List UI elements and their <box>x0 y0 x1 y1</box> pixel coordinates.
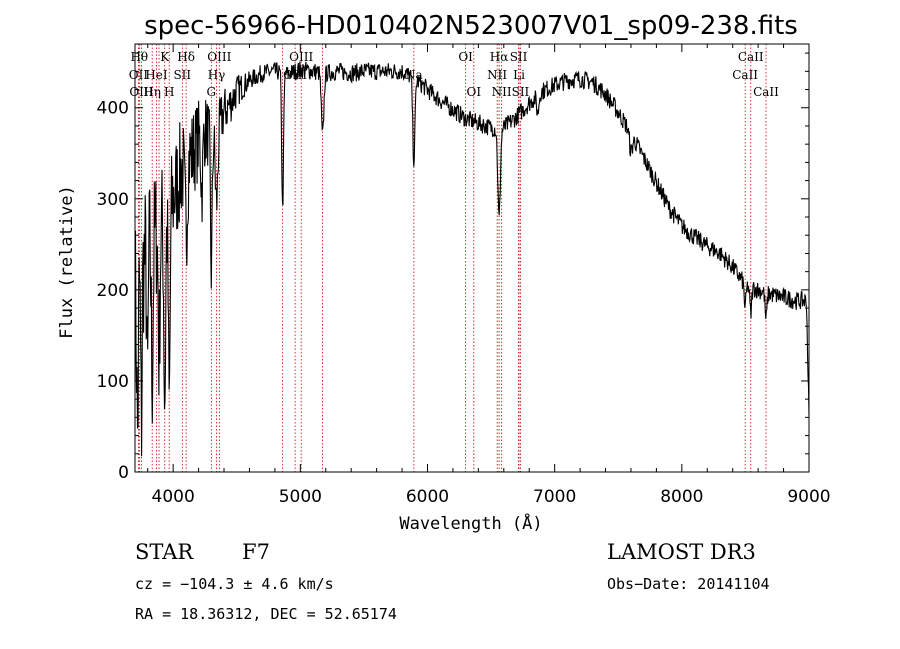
spectral-line-label: NII <box>487 68 507 82</box>
spectral-line-label: HeI <box>145 68 168 82</box>
y-tick-label: 0 <box>118 463 129 483</box>
y-axis-ticks: 0 100 200 300 400 <box>97 52 809 483</box>
x-tick-label: 4000 <box>152 487 195 507</box>
spectral-line-label: K <box>160 50 170 64</box>
spectral-line-label: NII <box>492 85 512 99</box>
y-axis-label: Flux (relative) <box>57 185 77 339</box>
spectrum-line <box>134 61 810 457</box>
coordinates: RA = 18.36312, DEC = 52.65174 <box>135 605 397 623</box>
x-tick-label: 6000 <box>406 487 449 507</box>
spectral-line-label: SII <box>512 85 530 99</box>
spectral-line-label: OII <box>129 68 149 82</box>
spectral-line-label: H <box>164 85 174 99</box>
object-class: STAR <box>135 540 194 564</box>
spectral-line-label: OI <box>458 50 473 64</box>
spectral-line-label: OI <box>466 85 481 99</box>
plot-frame <box>134 43 810 473</box>
redshift-cz: cz = −104.3 ± 4.6 km/s <box>135 575 334 593</box>
spectral-line-label: G <box>207 85 217 99</box>
spectral-line-label: Hγ <box>208 68 226 82</box>
spectral-line-label: Li <box>513 68 525 82</box>
spectral-line-label: OIII <box>289 50 313 64</box>
x-tick-label: 5000 <box>279 487 322 507</box>
x-axis-ticks: 4000 5000 6000 7000 8000 9000 <box>147 44 831 507</box>
spectral-line-label: SII <box>173 68 191 82</box>
spectral-line-label: CaII <box>732 68 758 82</box>
spectral-line-labels: HθOIIOIIIHηHeIKHSIIHδGHγOIIIOIIIOIIINaOI… <box>129 50 779 99</box>
spectral-line-label: CaII <box>753 85 779 99</box>
y-tick-label: 400 <box>97 99 129 119</box>
spectral-line-label: CaII <box>738 50 764 64</box>
y-tick-label: 300 <box>97 190 129 210</box>
y-tick-label: 100 <box>97 372 129 392</box>
chart-title: spec-56966-HD010402N523007V01_sp09-238.f… <box>144 11 798 41</box>
x-tick-label: 9000 <box>787 487 830 507</box>
spectral-line-label: OIII <box>207 50 231 64</box>
observation-date: Obs−Date: 20141104 <box>607 575 770 593</box>
survey-name: LAMOST DR3 <box>607 540 756 564</box>
object-subclass: F7 <box>242 540 270 564</box>
spectral-line-label: Hα <box>490 50 509 64</box>
spectral-line-label: Hη <box>143 85 161 99</box>
x-tick-label: 7000 <box>533 487 576 507</box>
spectral-line-label: Hδ <box>177 50 195 64</box>
spectral-line-label: SII <box>510 50 528 64</box>
x-axis-label: Wavelength (Å) <box>399 512 542 534</box>
spectral-line-label: Hθ <box>130 50 148 64</box>
y-tick-label: 200 <box>97 281 129 301</box>
x-tick-label: 8000 <box>660 487 703 507</box>
